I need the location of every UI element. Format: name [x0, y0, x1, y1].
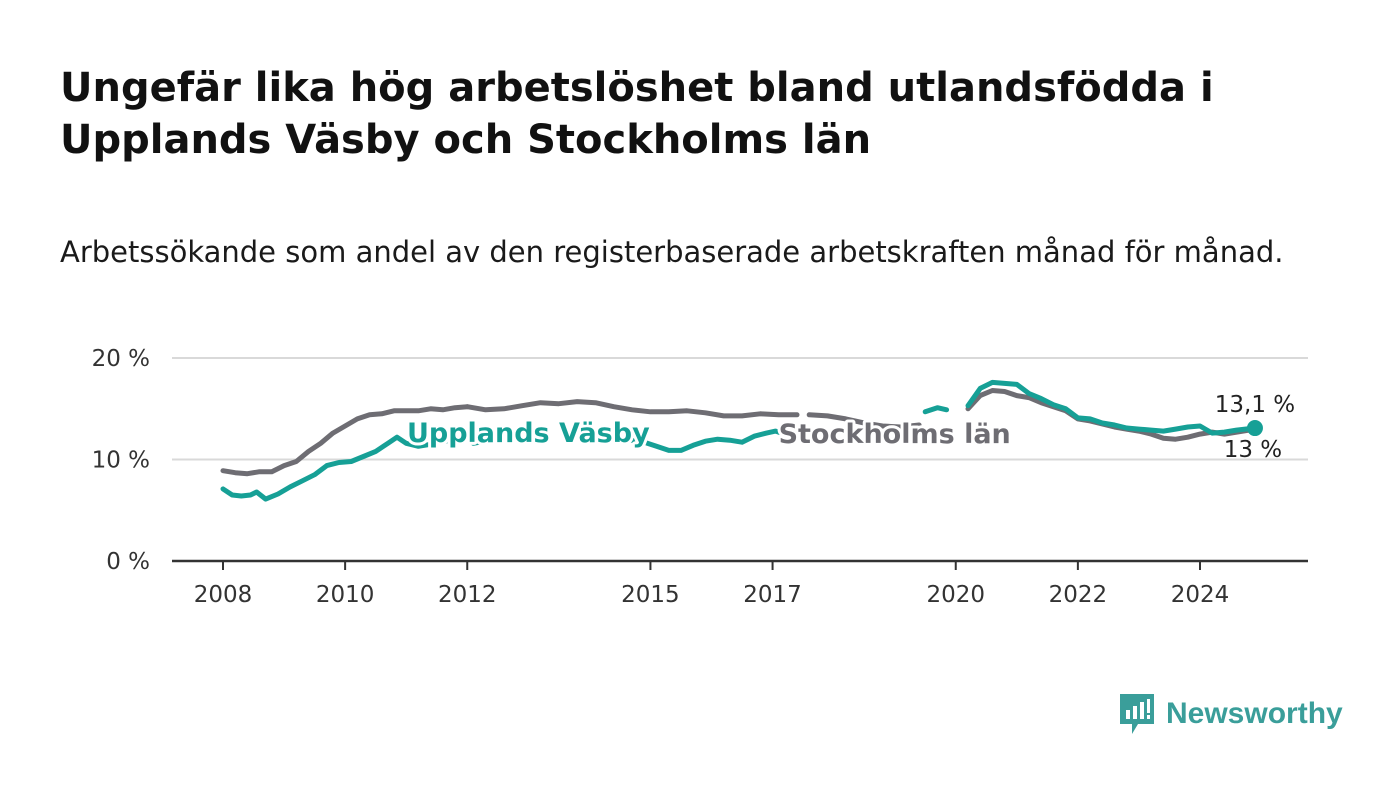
newsworthy-logo-icon	[1120, 694, 1154, 734]
y-tick-label: 20 %	[92, 346, 150, 372]
y-tick-label: 0 %	[106, 549, 150, 575]
chart-subtitle: Arbetssökande som andel av den registerb…	[60, 235, 1284, 269]
x-tick-label: 2010	[316, 582, 375, 608]
brand-name: Newsworthy	[1166, 697, 1343, 730]
x-tick-label: 2015	[621, 582, 680, 608]
x-tick-label: 2017	[743, 582, 802, 608]
axes: 0 % 10 % 20 % 2008 2010 2012 2015 2017 2020 2022 2…	[92, 346, 1308, 608]
x-tick-label: 2020	[926, 582, 985, 608]
series-labels: 13,1 % 13 % Upplands Väsby Stockholms län	[404, 392, 1295, 463]
series-line-stockholms-lan	[464, 399, 800, 419]
series-line-upplands-vasby	[922, 405, 950, 415]
newsworthy-logo: Newsworthy	[1118, 690, 1343, 738]
series-line-stockholms-lan	[220, 404, 470, 477]
end-value-label-stockholms-lan: 13 %	[1224, 437, 1282, 463]
x-tick-label: 2012	[438, 582, 497, 608]
series-label-upplands-vasby: Upplands Väsby	[407, 418, 650, 449]
series-line-upplands-vasby	[965, 379, 1258, 436]
series-label-stockholms-lan: Stockholms län	[779, 419, 1011, 450]
end-value-label-upplands-vasby: 13,1 %	[1215, 392, 1295, 418]
series-line-upplands-vasby	[617, 428, 797, 453]
x-tick-label: 2008	[194, 582, 253, 608]
series-line-upplands-vasby	[220, 434, 489, 502]
endpoint-marker	[1246, 420, 1263, 437]
x-tick-label: 2024	[1171, 582, 1230, 608]
chart-title: Ungefär lika hög arbetslöshet bland utla…	[60, 65, 1214, 163]
y-tick-label: 10 %	[92, 448, 150, 474]
series-line-stockholms-lan	[806, 412, 922, 430]
x-tick-label: 2022	[1049, 582, 1108, 608]
series-lines	[220, 379, 1263, 502]
